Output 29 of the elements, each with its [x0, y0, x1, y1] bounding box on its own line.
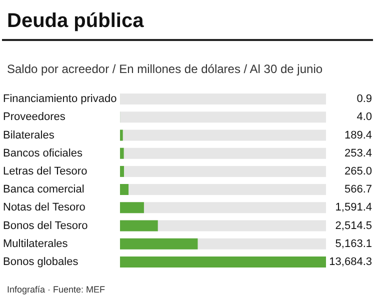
y-tick-label: Financiamiento privado: [3, 93, 117, 106]
chart-title: Deuda pública: [7, 10, 145, 32]
data-label: 2,514.5: [335, 220, 372, 232]
data-label: 4.0: [356, 111, 372, 124]
data-label: 13,684.3: [329, 256, 372, 268]
y-tick-label: Bilaterales: [3, 129, 55, 142]
data-label: 0.9: [356, 93, 372, 106]
bar: [120, 148, 124, 159]
bar: [120, 202, 144, 214]
y-tick-label: Proveedores: [3, 111, 66, 124]
y-tick-label: Bancos oficiales: [3, 147, 83, 160]
y-tick-label: Letras del Tesoro: [3, 165, 88, 178]
data-label: 5,163.1: [335, 238, 372, 250]
y-tick-label: Bonos del Tesoro: [3, 220, 88, 232]
y-tick-label: Bonos globales: [3, 256, 79, 268]
data-label: 189.4: [344, 129, 372, 142]
y-tick-label: Banca comercial: [3, 184, 84, 196]
chart-subtitle: Saldo por acreedor / En millones de dólares / Al 30 de junio: [7, 62, 323, 76]
y-tick-label: Multilaterales: [3, 238, 68, 250]
bar: [120, 166, 124, 177]
text: Infografía · Fuente: MEF: [7, 284, 106, 294]
bar: [120, 220, 158, 232]
bar: [120, 130, 123, 141]
bar: [120, 184, 129, 196]
y-tick-label: Notas del Tesoro: [3, 202, 86, 214]
data-label: 566.7: [344, 184, 372, 196]
data-label: 253.4: [344, 147, 372, 160]
data-label: 265.0: [344, 165, 372, 178]
data-label: 1,591.4: [335, 202, 372, 214]
